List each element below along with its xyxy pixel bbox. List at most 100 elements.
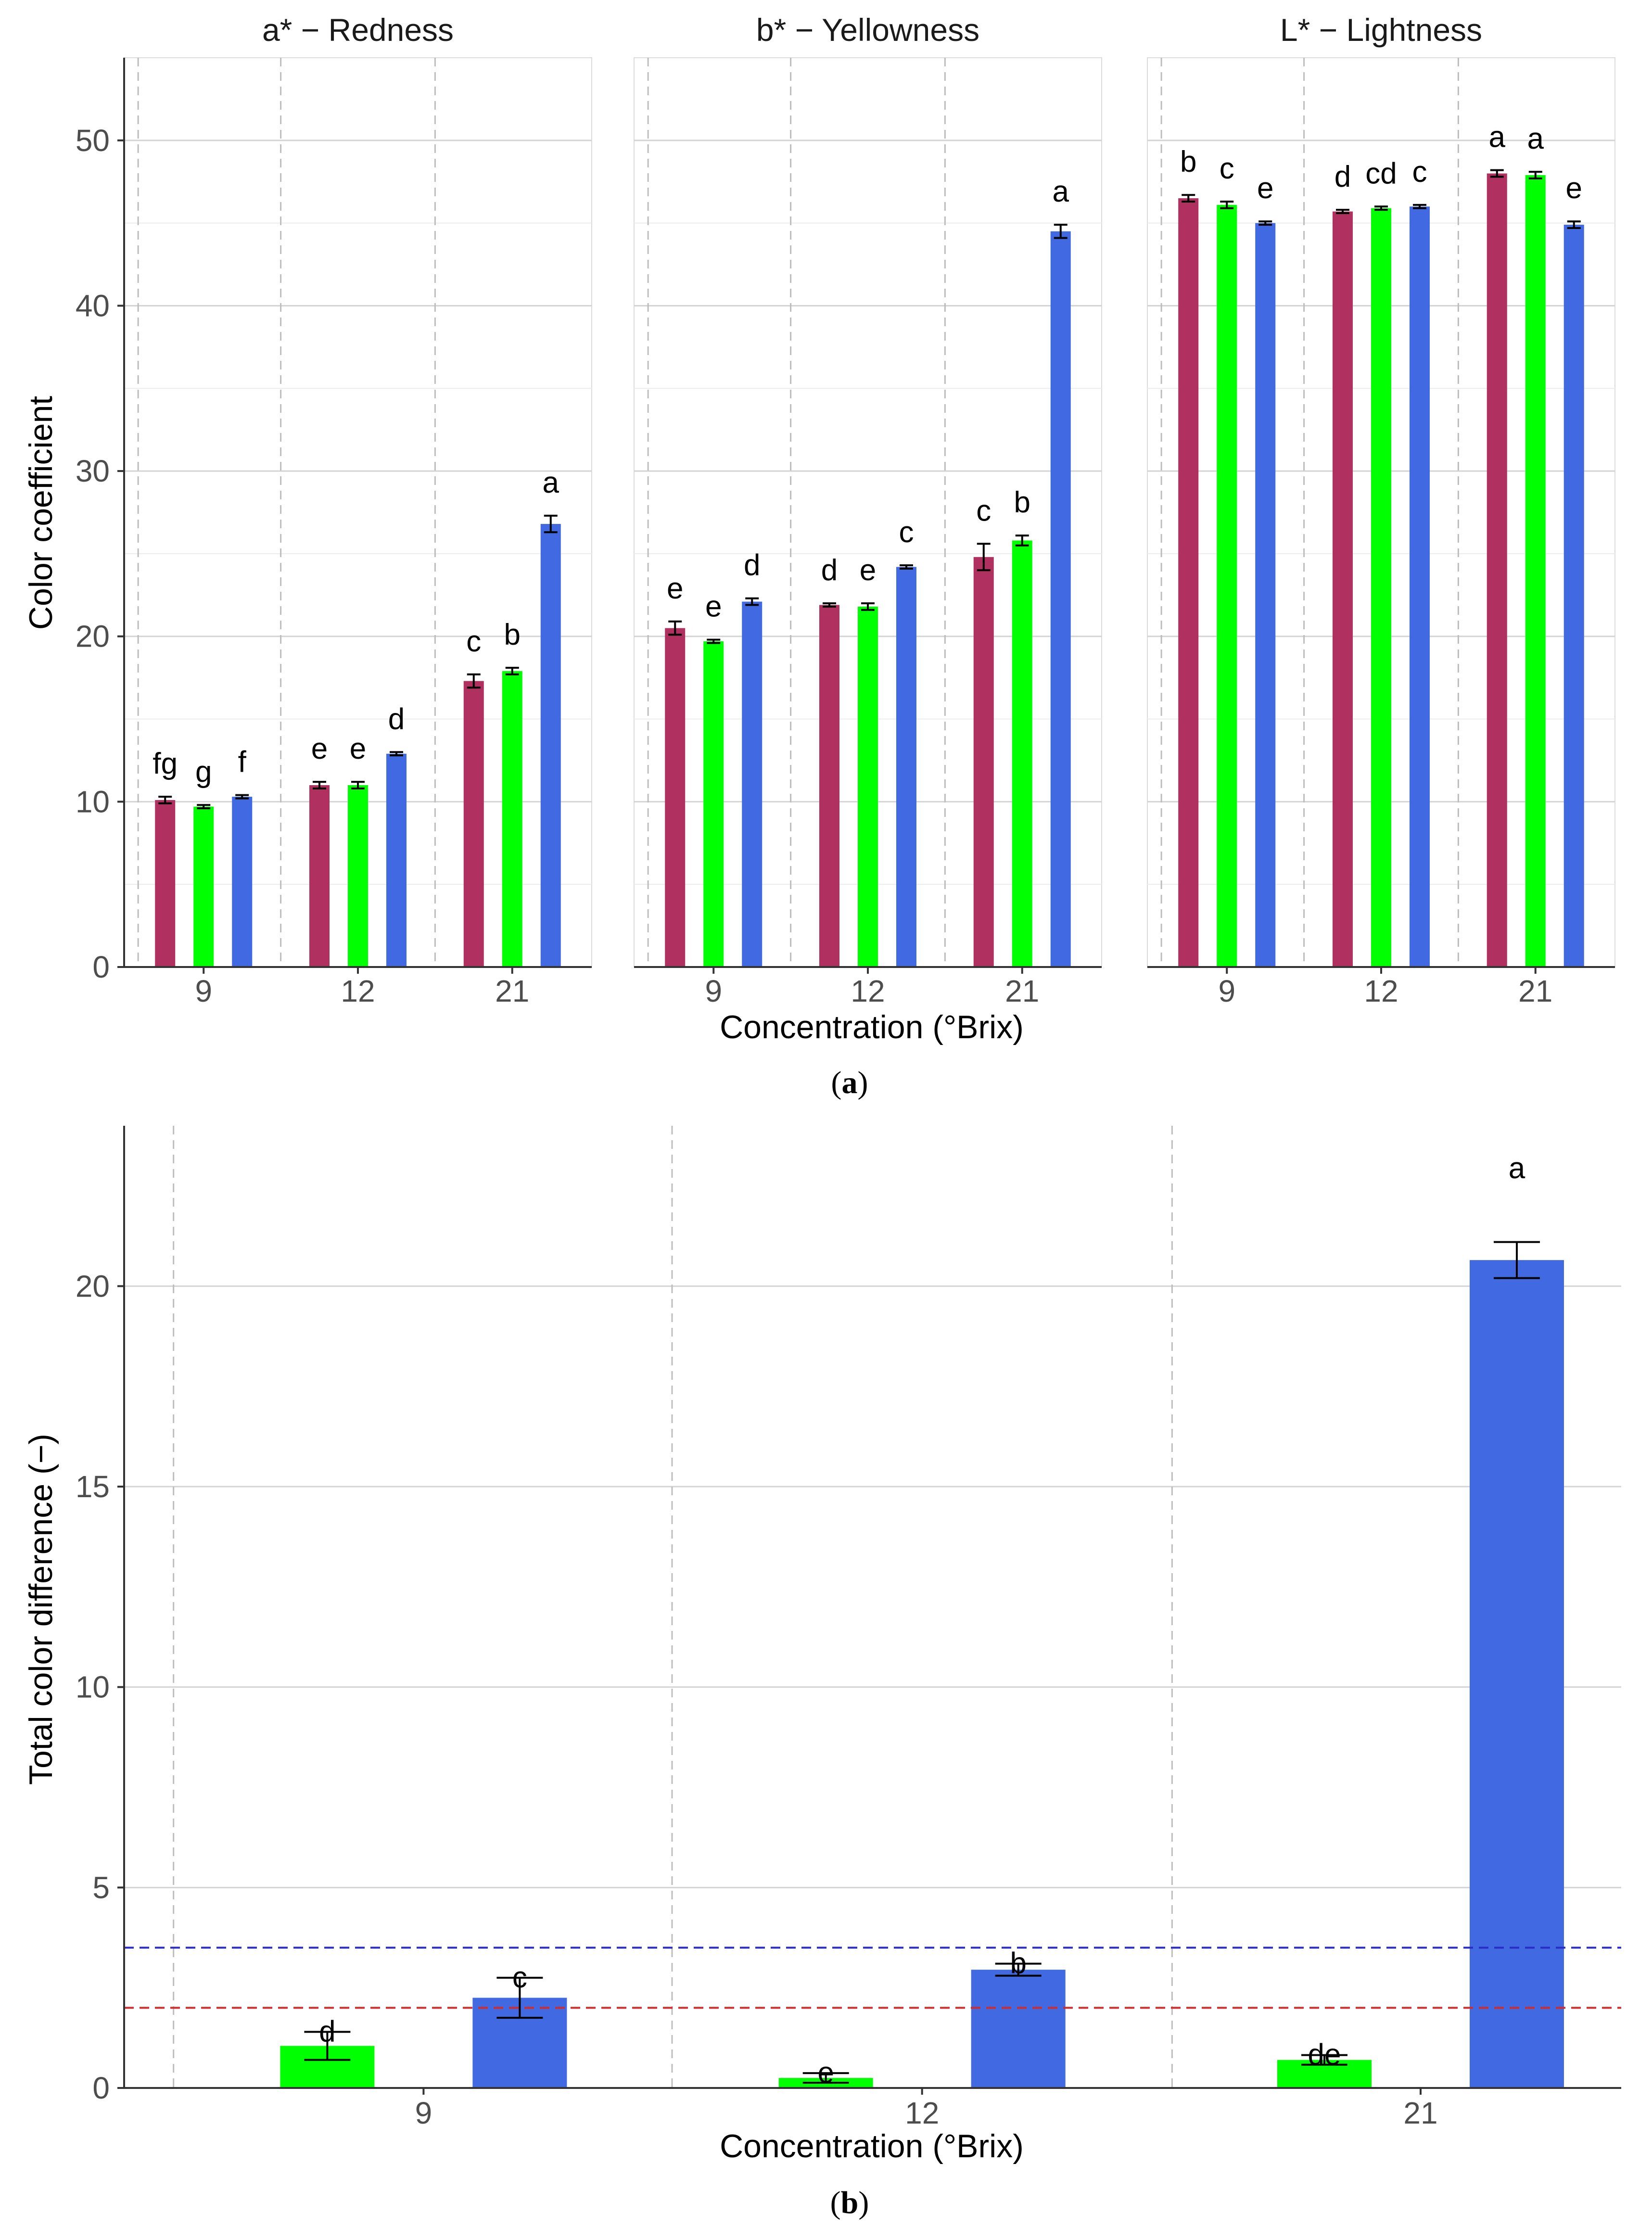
significance-label: e [311, 732, 328, 765]
bar [858, 606, 878, 967]
x-tick-label: 12 [905, 2096, 939, 2130]
x-tick-label: 12 [1364, 974, 1398, 1008]
x-tick-label: 12 [851, 974, 885, 1008]
bar [1410, 206, 1430, 967]
y-tick-label: 20 [76, 619, 110, 654]
bar [1487, 173, 1507, 967]
bar [896, 567, 916, 967]
chart-b-caption-letter: b [841, 2185, 859, 2220]
chart-b-y-axis-title: Total color difference (−) [23, 1434, 59, 1785]
bar [1012, 540, 1032, 967]
significance-label: b [504, 618, 521, 651]
bar [193, 806, 214, 967]
bar [309, 785, 330, 967]
bar [348, 785, 368, 967]
significance-label: g [195, 755, 212, 789]
significance-label: c [976, 494, 991, 527]
x-tick-label: 9 [1218, 974, 1235, 1008]
significance-label: fg [152, 747, 178, 780]
significance-label: e [667, 572, 683, 605]
significance-label: a [1489, 121, 1506, 154]
bar [155, 800, 176, 967]
significance-label: d [319, 2015, 335, 2048]
y-tick-label: 10 [76, 1670, 110, 1705]
x-tick-label: 21 [1518, 974, 1552, 1008]
significance-label: c [899, 516, 914, 549]
y-tick-label: 20 [76, 1269, 110, 1303]
x-tick-label: 9 [195, 974, 212, 1008]
bar [1178, 198, 1199, 967]
y-tick-label: 5 [92, 1870, 110, 1905]
bar [1525, 175, 1546, 967]
x-tick-label: 9 [415, 2096, 432, 2130]
chart-a-caption-letter: a [842, 1065, 858, 1100]
y-tick-label: 40 [76, 288, 110, 323]
chart-a-caption: (a) [831, 1065, 868, 1100]
bar [540, 524, 561, 967]
significance-label: c [512, 1961, 527, 1994]
y-tick-label: 15 [76, 1469, 110, 1504]
significance-label: c [1220, 152, 1234, 185]
facet-title: a* − Redness [262, 12, 454, 48]
significance-label: e [350, 732, 366, 765]
bar [463, 681, 484, 967]
significance-label: f [238, 746, 247, 779]
significance-label: b [1180, 145, 1196, 178]
significance-label: c [1412, 155, 1427, 189]
x-tick-label: 9 [705, 974, 722, 1008]
significance-label: a [1527, 122, 1544, 155]
significance-label: e [817, 2056, 834, 2089]
y-tick-label: 0 [92, 2071, 110, 2105]
bar [703, 641, 724, 967]
chart-a-y-axis-title: Color coefficient [23, 396, 59, 630]
bar [502, 671, 522, 967]
chart-a-y-axis: 0 10 20 30 40 50 [76, 58, 125, 984]
significance-label: a [543, 466, 559, 499]
bar [1217, 204, 1237, 967]
bar [1469, 1260, 1564, 2088]
significance-label: e [705, 590, 722, 624]
y-tick-label: 10 [76, 784, 110, 819]
significance-label: a [1509, 1152, 1525, 1185]
x-tick-label: 12 [341, 974, 375, 1008]
y-tick-label: 0 [92, 950, 110, 984]
bar [1333, 211, 1353, 967]
significance-label: c [466, 625, 481, 658]
plot-background [124, 1126, 1621, 2088]
significance-label: a [1053, 175, 1069, 208]
significance-label: cd [1365, 157, 1397, 190]
bar [1255, 223, 1276, 967]
bar [232, 797, 253, 967]
bar [386, 753, 407, 967]
bar [1563, 225, 1584, 967]
bar [819, 605, 839, 967]
x-tick-label: 21 [495, 974, 529, 1008]
bar [742, 601, 762, 967]
chart-b-y-axis: 0 5 10 15 20 [76, 1126, 125, 2105]
bar [973, 557, 994, 967]
x-tick-label: 21 [1005, 974, 1039, 1008]
facet-title: L* − Lightness [1280, 12, 1482, 48]
significance-label: e [1257, 172, 1273, 205]
significance-label: e [1566, 172, 1582, 205]
bar [665, 628, 686, 967]
chart-b-x-axis-title: Concentration (°Brix) [720, 2128, 1024, 2164]
bar [971, 1970, 1066, 2088]
x-tick-label: 21 [1403, 2096, 1437, 2130]
significance-label: de [1308, 2038, 1341, 2072]
bar [1371, 208, 1391, 967]
facet-title: b* − Yellowness [756, 12, 979, 48]
y-tick-label: 50 [76, 123, 110, 158]
bar [1050, 231, 1071, 967]
significance-label: b [1014, 486, 1030, 519]
significance-label: d [744, 549, 760, 582]
significance-label: e [860, 554, 876, 587]
significance-label: b [1010, 1947, 1026, 1980]
significance-label: d [388, 702, 405, 736]
